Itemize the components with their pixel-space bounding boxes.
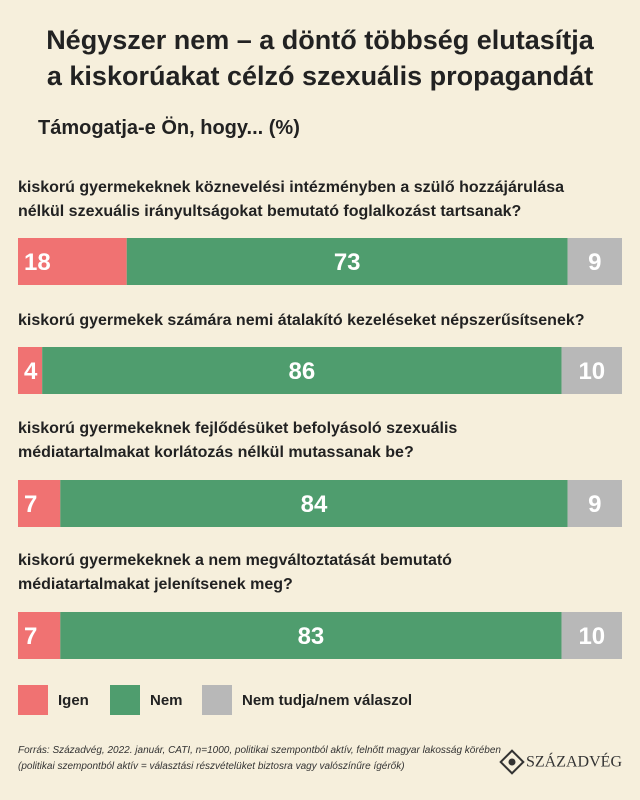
bar-segment: [60, 612, 562, 659]
bar-segment: [60, 480, 568, 527]
question: kiskorú gyermekeknek a nem megváltoztatá…: [18, 552, 452, 593]
bar-segment: [567, 238, 622, 285]
data-label: 73: [334, 249, 361, 276]
bar-segment: [18, 480, 61, 527]
data-label: 83: [298, 623, 325, 650]
data-label: 18: [24, 249, 51, 276]
bar-segment: [126, 238, 568, 285]
bar-segment: [561, 347, 622, 394]
data-label: 84: [301, 491, 328, 518]
bar-segment: [18, 238, 127, 285]
logo: SZÁZADVÉG: [526, 752, 622, 771]
legend-swatch: [110, 685, 140, 715]
question: kiskorú gyermekeknek köznevelési intézmé…: [18, 179, 565, 220]
question: kiskorú gyermekek számára nemi átalakító…: [18, 312, 585, 329]
legend-label: Nem: [150, 692, 183, 709]
bar-segment: [18, 612, 61, 659]
legend-swatch: [18, 685, 48, 715]
question: kiskorú gyermekeknek fejlődésüket befoly…: [18, 420, 458, 461]
data-label: 7: [24, 623, 37, 650]
chart-title: Négyszer nem – a döntő többség elutasítj…: [46, 25, 594, 91]
data-label: 10: [578, 358, 605, 385]
bar-segment: [42, 347, 562, 394]
legend-label: Igen: [58, 692, 89, 709]
data-label: 86: [289, 358, 316, 385]
bar-segment: [18, 347, 43, 394]
legend-swatch: [202, 685, 232, 715]
logo-icon: [499, 749, 525, 775]
legend-label: Nem tudja/nem válaszol: [242, 692, 412, 709]
subtitle: Támogatja-e Ön, hogy... (%): [38, 117, 300, 139]
bar-segment: [567, 480, 622, 527]
data-label: 9: [588, 491, 601, 518]
source: Forrás: Századvég, 2022. január, CATI, n…: [18, 745, 501, 772]
data-label: 4: [24, 358, 38, 385]
data-label: 7: [24, 491, 37, 518]
data-label: 9: [588, 249, 601, 276]
bar-segment: [561, 612, 622, 659]
data-label: 10: [578, 623, 605, 650]
